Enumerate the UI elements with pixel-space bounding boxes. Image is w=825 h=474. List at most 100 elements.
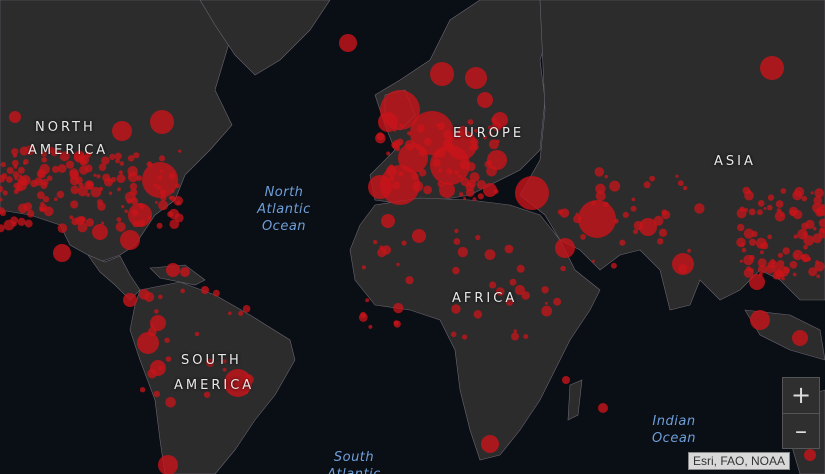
case-marker[interactable] (755, 237, 767, 249)
case-marker[interactable] (772, 271, 781, 280)
case-marker[interactable] (19, 146, 29, 156)
case-marker[interactable] (137, 332, 159, 354)
case-marker[interactable] (653, 215, 664, 226)
case-marker[interactable] (401, 240, 407, 246)
case-marker[interactable] (491, 117, 497, 123)
case-marker[interactable] (488, 139, 499, 150)
case-marker[interactable] (657, 238, 664, 245)
case-marker[interactable] (114, 152, 122, 160)
case-marker[interactable] (446, 168, 453, 175)
case-marker[interactable] (391, 181, 401, 190)
case-marker[interactable] (595, 190, 606, 201)
case-marker[interactable] (460, 165, 465, 170)
case-marker[interactable] (222, 359, 227, 364)
case-marker[interactable] (767, 204, 773, 211)
case-marker[interactable] (457, 246, 468, 258)
case-marker[interactable] (557, 209, 564, 215)
case-marker[interactable] (818, 218, 825, 228)
case-marker[interactable] (69, 215, 74, 220)
case-marker[interactable] (15, 188, 19, 192)
case-marker[interactable] (157, 175, 163, 181)
case-marker[interactable] (110, 176, 117, 183)
case-marker[interactable] (800, 254, 806, 260)
case-marker[interactable] (813, 196, 823, 205)
case-marker[interactable] (495, 287, 505, 296)
case-marker[interactable] (613, 218, 619, 224)
case-marker[interactable] (98, 163, 107, 171)
case-marker[interactable] (756, 209, 763, 216)
case-marker[interactable] (436, 123, 440, 128)
case-marker[interactable] (20, 175, 31, 186)
case-marker[interactable] (412, 180, 424, 192)
case-marker[interactable] (69, 176, 80, 186)
case-marker[interactable] (423, 137, 432, 146)
case-marker[interactable] (119, 161, 125, 166)
case-marker[interactable] (458, 174, 462, 178)
case-marker[interactable] (159, 169, 163, 173)
case-marker[interactable] (81, 217, 85, 222)
case-marker[interactable] (242, 305, 251, 313)
case-marker[interactable] (65, 160, 75, 169)
case-marker[interactable] (470, 138, 479, 147)
case-marker[interactable] (129, 182, 138, 191)
case-marker[interactable] (176, 200, 181, 205)
case-marker[interactable] (85, 181, 94, 190)
case-marker[interactable] (472, 197, 477, 202)
case-marker[interactable] (767, 194, 775, 201)
case-marker[interactable] (737, 223, 745, 232)
case-marker[interactable] (112, 121, 132, 141)
case-marker[interactable] (814, 261, 825, 272)
case-marker[interactable] (748, 208, 756, 216)
case-marker[interactable] (477, 92, 493, 108)
case-marker[interactable] (437, 180, 444, 188)
case-marker[interactable] (541, 286, 549, 294)
case-marker[interactable] (505, 298, 514, 306)
case-marker[interactable] (609, 180, 621, 192)
case-marker[interactable] (123, 293, 137, 307)
case-marker[interactable] (555, 238, 575, 258)
case-marker[interactable] (56, 190, 65, 199)
case-marker[interactable] (101, 156, 110, 165)
case-marker[interactable] (381, 214, 395, 228)
case-marker[interactable] (238, 310, 244, 316)
case-marker[interactable] (573, 214, 582, 224)
case-marker[interactable] (649, 175, 656, 182)
case-marker[interactable] (164, 337, 170, 343)
case-marker[interactable] (154, 200, 158, 204)
case-marker[interactable] (749, 254, 755, 261)
case-marker[interactable] (541, 305, 553, 317)
case-marker[interactable] (130, 188, 138, 196)
case-marker[interactable] (365, 298, 370, 303)
case-marker[interactable] (11, 221, 17, 227)
case-marker[interactable] (622, 211, 629, 218)
case-marker[interactable] (18, 203, 28, 214)
case-marker[interactable] (767, 261, 775, 269)
case-marker[interactable] (159, 189, 167, 196)
case-marker[interactable] (777, 252, 784, 258)
case-marker[interactable] (375, 132, 386, 144)
case-marker[interactable] (11, 148, 19, 156)
case-marker[interactable] (776, 208, 782, 214)
case-marker[interactable] (108, 191, 113, 195)
case-marker[interactable] (158, 455, 178, 474)
case-marker[interactable] (57, 223, 68, 233)
case-marker[interactable] (436, 148, 446, 158)
case-marker[interactable] (42, 196, 50, 203)
case-marker[interactable] (451, 304, 461, 314)
case-marker[interactable] (430, 62, 454, 86)
case-marker[interactable] (26, 209, 35, 218)
case-marker[interactable] (783, 266, 790, 274)
case-marker[interactable] (493, 189, 499, 194)
case-marker[interactable] (79, 159, 87, 166)
case-marker[interactable] (812, 202, 823, 213)
case-marker[interactable] (630, 205, 637, 212)
case-marker[interactable] (803, 244, 808, 250)
case-marker[interactable] (39, 163, 50, 175)
case-marker[interactable] (678, 264, 688, 274)
case-marker[interactable] (580, 234, 586, 240)
case-marker[interactable] (128, 174, 133, 178)
case-marker[interactable] (405, 276, 414, 285)
case-marker[interactable] (396, 262, 400, 267)
case-marker[interactable] (116, 217, 122, 223)
case-marker[interactable] (150, 324, 154, 328)
